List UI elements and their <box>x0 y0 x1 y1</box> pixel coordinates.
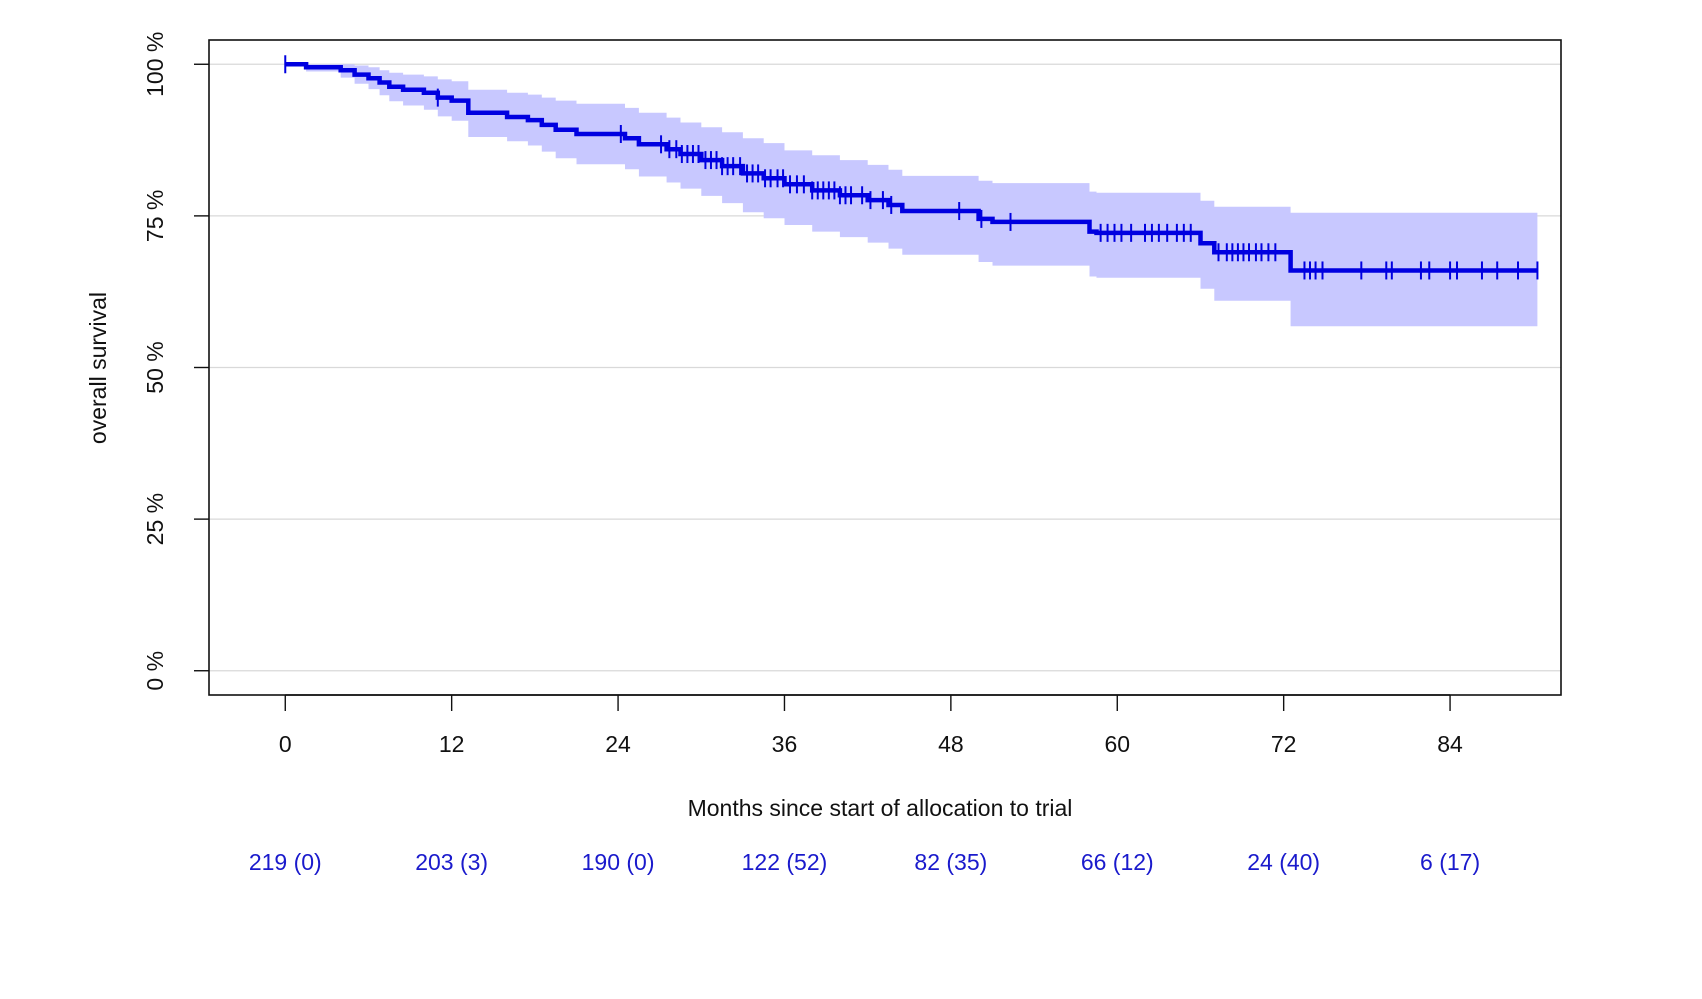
risk-table-entry: 219 (0) <box>249 849 322 875</box>
x-tick-label: 0 <box>279 731 292 757</box>
risk-table-entry: 82 (35) <box>914 849 987 875</box>
x-axis-title: Months since start of allocation to tria… <box>688 795 1073 821</box>
x-tick-label: 36 <box>772 731 798 757</box>
y-tick-label: 50 % <box>142 341 168 393</box>
x-tick-label: 12 <box>439 731 465 757</box>
risk-table-entry: 6 (17) <box>1420 849 1480 875</box>
risk-table: 219 (0) 203 (3) 190 (0) 122 (52) 82 (35) 66 (… <box>249 849 1480 875</box>
gridlines <box>209 63 1561 672</box>
censor-marks <box>284 55 1539 280</box>
x-tick-label: 84 <box>1437 731 1463 757</box>
y-tick-label: 100 % <box>142 32 168 97</box>
x-tick-label: 24 <box>605 731 631 757</box>
y-axis-title: overall survival <box>85 292 111 444</box>
x-tick-label: 60 <box>1104 731 1130 757</box>
confidence-band <box>285 64 1538 327</box>
y-tick-label: 75 % <box>142 190 168 242</box>
risk-table-entry: 190 (0) <box>582 849 655 875</box>
y-tick-label: 0 % <box>142 651 168 691</box>
x-axis: 0 12 24 36 48 60 72 84 <box>279 694 1463 757</box>
risk-table-entry: 122 (52) <box>742 849 828 875</box>
risk-table-entry: 66 (12) <box>1081 849 1154 875</box>
y-axis: 0 % 25 % 50 % 75 % 100 % <box>142 32 209 691</box>
x-tick-label: 72 <box>1271 731 1297 757</box>
risk-table-entry: 203 (3) <box>415 849 488 875</box>
survival-curve <box>285 62 1538 273</box>
y-tick-label: 25 % <box>142 493 168 545</box>
x-tick-label: 48 <box>938 731 964 757</box>
risk-table-entry: 24 (40) <box>1247 849 1320 875</box>
